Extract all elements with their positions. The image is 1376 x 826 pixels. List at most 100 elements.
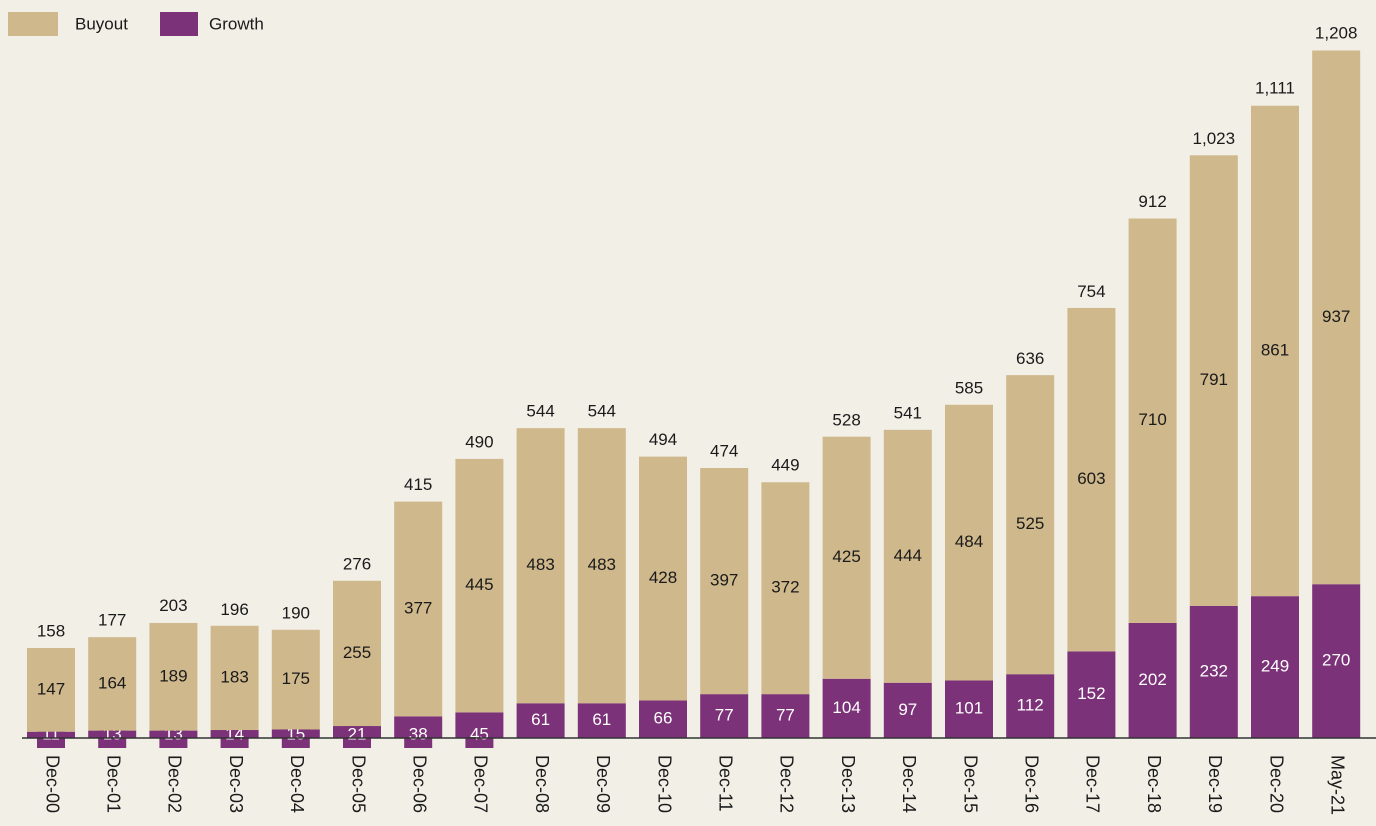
segment-label: 147	[37, 679, 65, 698]
segment-label: 97	[898, 700, 917, 719]
label-box	[404, 722, 433, 748]
segment-label: 183	[220, 667, 248, 686]
x-tick-label: Dec-20	[1266, 755, 1286, 813]
segment-label: 603	[1077, 469, 1105, 488]
x-tick-label: Dec-02	[165, 755, 185, 813]
bar-segment	[945, 404, 993, 681]
bar-segment	[822, 436, 871, 679]
segment-label: 710	[1138, 410, 1166, 429]
x-tick-label: Dec-15	[960, 755, 980, 813]
total-label: 541	[894, 403, 922, 422]
bar-segment	[1251, 596, 1299, 738]
legend-label: Growth	[209, 14, 264, 33]
legend-label: Buyout	[75, 14, 128, 33]
total-label: 203	[159, 596, 187, 615]
bar-segment	[516, 703, 565, 738]
total-label: 190	[282, 603, 310, 622]
segment-label: 428	[649, 568, 677, 587]
x-tick-label: Dec-12	[777, 755, 797, 813]
label-box	[465, 722, 494, 748]
bar-segment	[1128, 622, 1177, 738]
total-label: 585	[955, 378, 983, 397]
total-label: 474	[710, 441, 738, 460]
segment-label: 202	[1138, 670, 1166, 689]
total-label: 494	[649, 430, 677, 449]
total-label: 528	[832, 411, 860, 430]
x-tick-label: Dec-10	[654, 755, 674, 813]
total-label: 636	[1016, 349, 1044, 368]
segment-label: 61	[531, 710, 550, 729]
x-tick-label: Dec-14	[899, 755, 919, 813]
segment-label: 249	[1261, 657, 1289, 676]
bar-segment	[761, 482, 810, 695]
bar-segment	[1312, 584, 1361, 738]
bar-segment	[700, 468, 749, 695]
x-tick-label: Dec-13	[838, 755, 858, 813]
segment-label: 21	[348, 724, 367, 743]
bar-segment	[1067, 307, 1116, 652]
bar-segment	[516, 428, 565, 704]
segment-label: 104	[832, 698, 860, 717]
bar-segment	[27, 648, 75, 732]
segment-label: 937	[1322, 307, 1350, 326]
segment-label: 45	[470, 724, 489, 743]
bar-segment	[1312, 50, 1361, 585]
segment-label: 861	[1261, 340, 1289, 359]
segment-label: 175	[282, 669, 310, 688]
segment-label: 425	[832, 547, 860, 566]
bar-segment	[639, 700, 687, 738]
bar-segment	[88, 637, 137, 731]
bar-segment	[455, 458, 504, 713]
x-tick-label: Dec-06	[409, 755, 429, 813]
bar-segment	[1067, 651, 1116, 738]
segment-label: 77	[715, 706, 734, 725]
segment-label: 77	[776, 706, 795, 725]
bar-segment	[149, 622, 198, 731]
segment-label: 525	[1016, 514, 1044, 533]
x-tick-label: Dec-11	[715, 755, 735, 812]
total-label: 490	[465, 432, 493, 451]
segment-label: 270	[1322, 651, 1350, 670]
bar-segment	[577, 428, 626, 704]
legend-swatch	[160, 12, 198, 36]
bar-segment	[210, 625, 259, 731]
x-tick-label: Dec-01	[103, 755, 123, 813]
segment-label: 189	[159, 666, 187, 685]
segment-label: 372	[771, 578, 799, 597]
segment-label: 66	[654, 709, 673, 728]
total-label: 544	[588, 402, 616, 421]
segment-label: 445	[465, 575, 493, 594]
total-label: 754	[1077, 282, 1105, 301]
total-label: 158	[37, 621, 65, 640]
segment-label: 255	[343, 643, 371, 662]
bar-segment	[271, 629, 320, 730]
x-tick-label: Dec-18	[1144, 755, 1164, 813]
segment-label: 61	[592, 710, 611, 729]
bar-segment	[761, 694, 810, 738]
segment-label: 483	[588, 555, 616, 574]
segment-label: 232	[1200, 661, 1228, 680]
total-label: 1,208	[1315, 23, 1358, 42]
segment-label: 397	[710, 571, 738, 590]
bar-segment	[822, 678, 871, 738]
total-label: 1,111	[1255, 79, 1295, 98]
bar-segment	[700, 694, 749, 738]
x-tick-label: Dec-05	[348, 755, 368, 813]
bar-segment	[1128, 218, 1177, 623]
legend-swatch	[8, 12, 58, 36]
x-tick-label: Dec-00	[42, 755, 62, 813]
total-label: 449	[771, 456, 799, 475]
total-label: 276	[343, 554, 371, 573]
bar-segment	[945, 680, 993, 738]
segment-label: 377	[404, 598, 432, 617]
bar-segment	[1251, 105, 1299, 597]
bar-segment	[1006, 375, 1055, 675]
bar-segment	[577, 703, 626, 738]
x-tick-label: Dec-08	[532, 755, 552, 813]
total-label: 912	[1138, 192, 1166, 211]
segment-label: 101	[955, 699, 983, 718]
segment-label: 164	[98, 673, 126, 692]
segment-label: 791	[1200, 370, 1228, 389]
